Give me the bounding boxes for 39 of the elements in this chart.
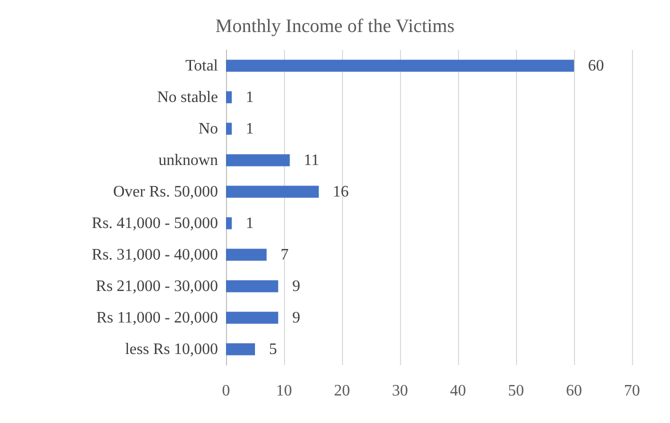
y-tick-label: Rs. 41,000 - 50,000 xyxy=(92,214,218,232)
bar xyxy=(226,60,574,72)
bar xyxy=(226,154,290,166)
data-label: 9 xyxy=(292,309,300,326)
y-tick-label: No stable xyxy=(157,88,218,106)
x-tick-label: 20 xyxy=(334,382,350,400)
bar xyxy=(226,217,232,230)
data-label: 16 xyxy=(332,183,349,200)
y-tick-label: Rs 21,000 - 30,000 xyxy=(96,278,218,295)
bar xyxy=(226,122,232,135)
x-tick-label: 0 xyxy=(222,382,230,400)
bar xyxy=(226,280,278,292)
data-label: 5 xyxy=(269,340,277,358)
data-label: 1 xyxy=(246,88,254,106)
bar xyxy=(226,248,267,261)
bar xyxy=(226,343,255,356)
data-label: 60 xyxy=(588,57,604,74)
data-label: 11 xyxy=(304,152,320,169)
x-tick-label: 30 xyxy=(392,382,408,400)
chart-title: Monthly Income of the Victims xyxy=(215,16,455,37)
x-tick-label: 50 xyxy=(508,382,524,400)
data-label: 7 xyxy=(280,246,289,264)
x-tick-label: 60 xyxy=(566,382,582,400)
x-tick-label: 70 xyxy=(624,382,640,400)
y-tick-label: No xyxy=(198,120,218,138)
bar xyxy=(226,91,232,104)
data-label: 9 xyxy=(292,278,300,295)
y-tick-label: Rs. 31,000 - 40,000 xyxy=(92,246,218,264)
y-tick-label: Total xyxy=(185,57,219,74)
bar xyxy=(226,186,319,198)
y-tick-label: less Rs 10,000 xyxy=(125,340,218,358)
data-label: 1 xyxy=(246,120,254,138)
x-tick-label: 10 xyxy=(276,382,292,400)
y-tick-label: Rs 11,000 - 20,000 xyxy=(96,309,218,326)
y-tick-label: unknown xyxy=(158,152,218,169)
bar xyxy=(226,312,278,324)
x-tick-label: 40 xyxy=(450,382,466,400)
data-label: 1 xyxy=(246,214,254,232)
y-tick-label: Over Rs. 50,000 xyxy=(113,183,218,200)
